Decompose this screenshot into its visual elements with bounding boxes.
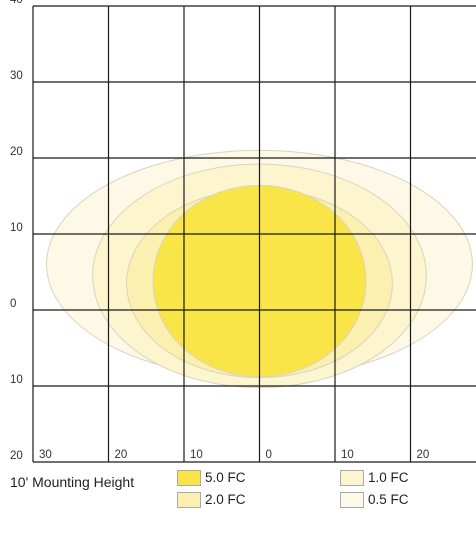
y-tick-label: 20 [10,450,23,462]
y-tick-label: 10 [10,222,23,234]
legend-swatch [177,492,201,508]
legend-item-5fc: 5.0 FC [177,470,246,486]
x-tick-label: 30 [39,449,52,461]
y-tick-label: 30 [10,70,23,82]
legend-swatch [177,470,201,486]
x-tick-label: 10 [190,449,203,461]
x-tick-label: 20 [115,449,128,461]
y-tick-label: 10 [10,374,23,386]
x-tick-label: 0 [266,449,272,461]
legend-label: 2.0 FC [205,492,246,507]
legend-label: 0.5 FC [368,492,409,507]
y-tick-label: 20 [10,146,23,158]
y-tick-label: 40 [10,0,23,6]
legend-title: 10' Mounting Height [10,474,135,490]
x-tick-label: 10 [341,449,354,461]
legend-label: 1.0 FC [368,470,409,485]
tick-labels: 4030201001020302010010203 [10,0,430,462]
legend-label: 5.0 FC [205,470,246,485]
x-tick-label: 20 [417,449,430,461]
legend-swatch [340,470,364,486]
isofootcandle-plot: 4030201001020302010010203 [10,0,476,463]
legend-swatch [340,492,364,508]
legend-item-2fc: 2.0 FC [177,492,246,508]
legend-item-1fc: 1.0 FC [340,470,409,486]
legend-item-05fc: 0.5 FC [340,492,409,508]
y-tick-label: 0 [10,298,16,310]
grid-layer [32,5,476,463]
